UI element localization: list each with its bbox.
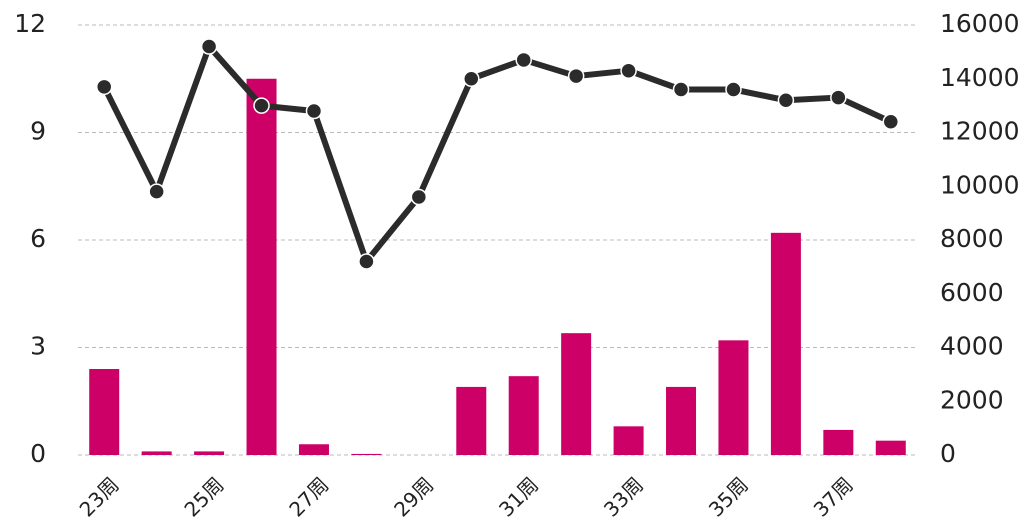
y2-tick-label: 14000 — [940, 63, 1020, 92]
line-point — [200, 38, 218, 55]
y-tick-label: 12 — [14, 9, 46, 38]
x-tick-label: 31周 — [494, 472, 543, 521]
y2-tick-label: 16000 — [940, 9, 1020, 38]
y2-tick-label: 10000 — [940, 170, 1020, 199]
y2-tick-label: 12000 — [940, 117, 1020, 146]
bar — [298, 444, 329, 455]
line-point — [148, 183, 165, 200]
y2-tick-label: 0 — [940, 439, 956, 468]
line-point — [305, 102, 323, 120]
line-point — [358, 253, 375, 270]
bar — [718, 340, 749, 455]
x-tick-label: 27周 — [284, 472, 333, 521]
line-point — [95, 78, 113, 96]
bar — [666, 386, 697, 455]
line-point — [253, 97, 270, 114]
bar — [770, 232, 801, 455]
y-tick-label: 9 — [30, 117, 46, 146]
y2-tick-label: 6000 — [940, 278, 1004, 307]
bar — [194, 451, 225, 455]
line-point — [882, 113, 900, 130]
line — [101, 43, 893, 265]
line-point — [515, 51, 532, 69]
bar — [823, 429, 854, 455]
line-point — [777, 92, 795, 109]
line-point — [830, 89, 847, 106]
y-tick-label: 0 — [30, 439, 46, 468]
y-tick-label: 3 — [30, 332, 46, 361]
bar — [89, 369, 120, 455]
x-tick-label: 35周 — [704, 472, 753, 521]
y2-tick-label: 4000 — [940, 332, 1004, 361]
x-tick-label: 23周 — [75, 472, 124, 521]
y2-tick-label: 2000 — [940, 385, 1004, 414]
x-tick-label: 37周 — [809, 472, 858, 521]
line-point — [463, 70, 480, 87]
bar — [141, 451, 172, 455]
bar — [456, 386, 487, 455]
bar — [246, 78, 277, 455]
line-point — [620, 62, 637, 79]
x-tick-label: 29周 — [389, 472, 438, 521]
bar — [561, 333, 592, 455]
line-point — [725, 81, 742, 98]
bar — [875, 440, 906, 455]
bar — [508, 376, 539, 455]
y-tick-label: 6 — [30, 224, 46, 253]
y2-tick-label: 8000 — [940, 224, 1004, 253]
x-tick-label: 33周 — [599, 472, 648, 521]
line-point — [672, 81, 690, 98]
bar — [351, 453, 382, 455]
line-point — [567, 67, 585, 85]
line-point — [410, 188, 428, 206]
x-tick-label: 25周 — [179, 472, 228, 521]
bar — [613, 426, 644, 455]
